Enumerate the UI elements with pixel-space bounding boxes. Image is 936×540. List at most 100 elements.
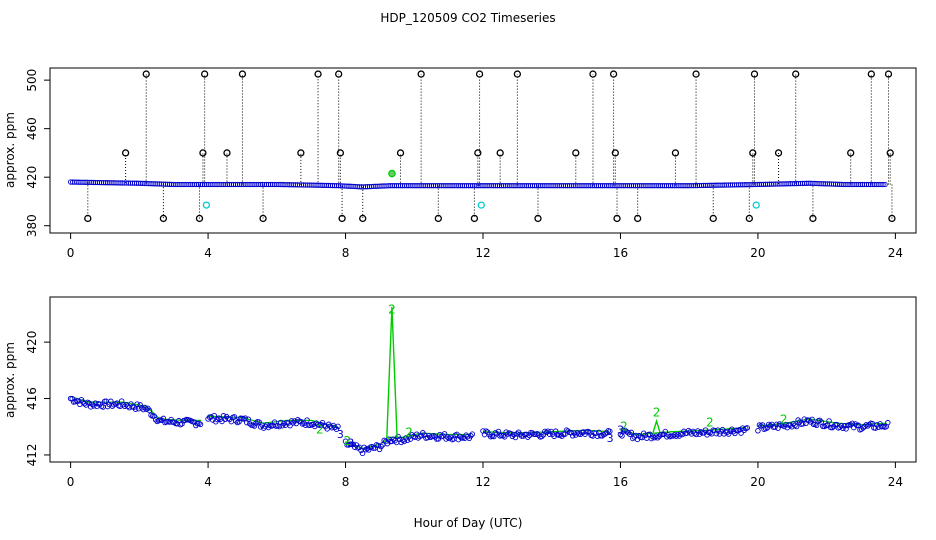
- high-spike-point: [589, 70, 597, 78]
- data-point: [790, 421, 797, 427]
- mid-spike-point: [474, 149, 482, 157]
- data-point: [245, 416, 252, 422]
- data-point: [539, 433, 545, 440]
- data-point: [738, 430, 744, 436]
- data-point: [91, 403, 97, 409]
- data-point: [545, 428, 551, 435]
- data-point: [208, 414, 214, 420]
- data-point: [146, 407, 153, 414]
- data-point: [333, 426, 340, 432]
- data-point: [695, 428, 701, 434]
- mid-spike-point: [572, 149, 580, 157]
- cyan-point: [752, 201, 760, 209]
- high-spike-point: [884, 70, 893, 78]
- data-point: [772, 424, 778, 430]
- data-point: [767, 422, 774, 429]
- data-point: [552, 428, 559, 434]
- data-point: [793, 423, 800, 430]
- data-point: [89, 401, 96, 407]
- data-point: [607, 428, 613, 435]
- data-point: [108, 398, 114, 405]
- high-spike-point: [417, 70, 425, 78]
- mid-spike-point: [611, 149, 619, 157]
- data-point: [713, 430, 720, 437]
- y-tick-label: 380: [25, 214, 39, 237]
- mid-spike-point: [774, 149, 783, 157]
- mid-spike-point: [199, 149, 207, 157]
- data-point: [304, 417, 310, 423]
- data-point: [569, 433, 576, 439]
- data-point: [732, 430, 738, 437]
- data-point: [619, 433, 625, 439]
- low-spike-point: [534, 214, 542, 223]
- y-tick-label: 416: [25, 387, 39, 410]
- x-tick-label: 24: [888, 246, 903, 260]
- data-point: [861, 423, 868, 430]
- x-tick-label: 0: [67, 475, 75, 489]
- bottom-y-axis-label: approx. ppm: [3, 342, 17, 418]
- data-point: [350, 441, 357, 447]
- dark-label: 3: [607, 432, 614, 445]
- y-tick-label: 420: [25, 331, 39, 354]
- data-point: [648, 435, 655, 442]
- high-spike-point: [867, 70, 875, 78]
- low-spike-point: [359, 214, 367, 223]
- top-y-axis-label: approx. ppm: [3, 112, 17, 188]
- x-tick-label: 4: [204, 475, 212, 489]
- high-spike-point: [335, 70, 343, 78]
- data-point: [885, 419, 891, 426]
- data-point: [792, 422, 798, 429]
- data-point: [744, 425, 751, 431]
- dark-label: 3: [617, 424, 624, 437]
- data-point: [779, 422, 786, 428]
- y-tick-label: 460: [25, 117, 39, 140]
- data-point: [810, 421, 817, 428]
- x-tick-label: 4: [204, 246, 212, 260]
- x-tick-label: 24: [888, 475, 903, 489]
- data-point: [120, 401, 126, 408]
- data-point: [568, 429, 574, 436]
- data-point: [625, 429, 631, 436]
- data-point: [755, 428, 761, 434]
- x-axis-label: Hour of Day (UTC): [414, 516, 523, 530]
- data-point: [585, 428, 591, 435]
- data-point: [441, 431, 448, 437]
- data-point: [370, 445, 377, 451]
- high-spike-point: [792, 70, 800, 78]
- y-tick-label: 500: [25, 69, 39, 92]
- low-spike-point: [745, 214, 753, 223]
- top-marks: [67, 70, 896, 223]
- data-point: [806, 417, 812, 424]
- mid-spike-point: [847, 149, 855, 157]
- data-point: [197, 421, 204, 428]
- high-spike-point: [609, 70, 618, 78]
- data-point: [866, 421, 873, 428]
- data-point: [430, 433, 437, 439]
- green-label: 2: [316, 423, 324, 437]
- data-point: [724, 429, 730, 436]
- data-point: [359, 450, 366, 457]
- data-point: [469, 431, 476, 437]
- data-point: [776, 421, 783, 427]
- data-point: [826, 418, 832, 424]
- high-spike-point: [475, 70, 484, 78]
- low-spike-point: [434, 214, 442, 223]
- y-tick-label: 412: [25, 443, 39, 466]
- data-point: [100, 404, 106, 410]
- data-point: [800, 421, 806, 427]
- low-spike-point: [470, 214, 479, 223]
- mid-spike-point: [886, 149, 894, 157]
- data-point: [860, 424, 866, 431]
- mid-spike-point: [496, 149, 504, 157]
- high-spike-point: [200, 70, 209, 78]
- data-point: [233, 418, 239, 424]
- data-point: [596, 429, 602, 436]
- baseline-point: [882, 181, 888, 188]
- green-label: 2: [620, 420, 628, 434]
- data-point: [803, 420, 809, 427]
- cyan-point: [202, 201, 211, 209]
- data-point: [654, 435, 661, 441]
- data-point: [693, 431, 699, 438]
